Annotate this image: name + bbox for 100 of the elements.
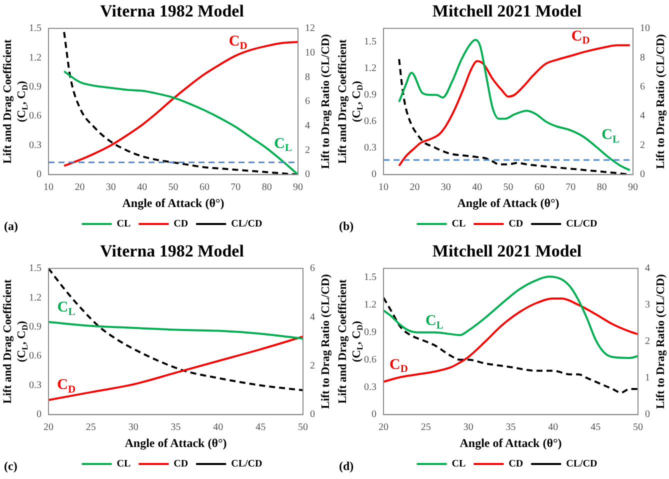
- y2-axis-title: Lift to Drag Ratio (CL/CD): [654, 274, 667, 409]
- x-tick-label: 20: [378, 422, 388, 434]
- y2-axis-title: Lift to Drag Ratio (CL/CD): [654, 34, 667, 169]
- y2-tick-label: 0: [310, 409, 315, 420]
- y2-tick-label: 6: [640, 82, 645, 93]
- x-tick-label: 40: [472, 182, 482, 194]
- y2-tick-label: 2: [310, 360, 315, 372]
- legend-label: CD: [174, 458, 188, 470]
- line-series: [63, 70, 298, 175]
- y2-tick-label: 6: [305, 96, 310, 108]
- x-tick-label: 20: [44, 422, 54, 434]
- y-tick-label: 1.2: [29, 52, 42, 64]
- x-tick-label: 90: [293, 182, 303, 194]
- y2-tick-label: 0: [645, 409, 650, 420]
- x-tick-label: 25: [86, 422, 96, 434]
- y2-tick-label: 0: [640, 169, 645, 180]
- line-series: [48, 268, 303, 392]
- x-tick-label: 40: [137, 182, 148, 194]
- y2-tick-label: 2: [645, 336, 650, 348]
- y-tick-label: 0.3: [29, 380, 42, 391]
- legend-label: CL/CD: [566, 218, 598, 230]
- x-tick-label: 30: [128, 422, 138, 434]
- legend-label: CL: [452, 458, 466, 470]
- y-tick-label: 0.6: [29, 110, 42, 122]
- text: (b): [339, 219, 354, 234]
- x-axis-title: Angle of Attack (θ°): [460, 436, 562, 450]
- y-tick-label: 0.6: [29, 350, 42, 362]
- y-tick-label: 0: [36, 169, 42, 180]
- y2-tick-label: 4: [310, 312, 315, 323]
- x-axis-title: Angle of Attack (θ°): [122, 196, 224, 210]
- y2-tick-label: 4: [305, 120, 310, 132]
- y-tick-label: 0.6: [364, 354, 376, 366]
- x-tick-label: 30: [463, 422, 474, 434]
- x-axis-title: Angle of Attack (θ°): [124, 436, 227, 450]
- y-tick-label: 1.5: [364, 36, 376, 48]
- y-tick-label: 0.9: [364, 326, 376, 338]
- chart-title: Viterna 1982 Model: [100, 242, 244, 261]
- x-tick-label: 50: [633, 422, 643, 434]
- line-series: [48, 321, 303, 340]
- y2-axis-title: Lift to Drag Ratio (CL/CD): [320, 34, 332, 169]
- y-tick-label: 1.2: [364, 300, 376, 311]
- y-tick-label: 0: [36, 409, 42, 420]
- y2-tick-label: 2: [305, 144, 310, 156]
- chart-title: Mitchell 2021 Model: [432, 242, 582, 261]
- x-tick-label: 60: [534, 182, 544, 194]
- y-tick-label: 0.3: [364, 382, 376, 393]
- legend-label: CL/CD: [566, 458, 598, 470]
- legend-label: CL/CD: [231, 458, 262, 470]
- y-tick-label: 0.9: [29, 322, 42, 333]
- y-tick-label: 1.2: [364, 62, 376, 74]
- y2-tick-label: 10: [305, 47, 315, 58]
- chart-title: Mitchell 2021 Model: [432, 2, 582, 21]
- y-tick-label: 0: [372, 169, 376, 180]
- x-tick-label: 35: [170, 422, 181, 434]
- x-tick-label: 30: [440, 182, 451, 194]
- y-tick-label: 0.6: [364, 116, 376, 128]
- y2-tick-label: 8: [305, 72, 310, 83]
- y2-tick-label: 1: [645, 372, 650, 384]
- y-tick-label: 0.9: [364, 89, 376, 100]
- y2-tick-label: 3: [645, 300, 650, 311]
- x-tick-label: 45: [256, 422, 266, 434]
- y2-tick-label: 4: [645, 263, 650, 274]
- y-tick-label: 1.5: [364, 272, 376, 284]
- line-series: [384, 276, 638, 359]
- y-tick-label: 1.5: [29, 263, 42, 274]
- x-tick-label: 30: [106, 182, 116, 194]
- y2-axis-title: Lift to Drag Ratio (CL/CD): [320, 274, 332, 409]
- x-tick-label: 40: [213, 422, 224, 434]
- legend-label: CD: [508, 218, 524, 230]
- x-tick-label: 20: [74, 182, 85, 194]
- y-tick-label: 0.9: [29, 82, 42, 93]
- y-tick-label: 0: [372, 409, 376, 420]
- x-tick-label: 80: [596, 182, 607, 194]
- x-tick-label: 50: [298, 422, 308, 434]
- y-tick-label: 1.2: [29, 292, 42, 304]
- legend-label: CD: [174, 218, 188, 230]
- y2-tick-label: 0: [305, 169, 310, 180]
- x-axis-title: Angle of Attack (θ°): [457, 196, 560, 210]
- x-tick-label: 70: [566, 182, 576, 194]
- y-tick-label: 1.5: [29, 23, 42, 34]
- text: (d): [339, 459, 354, 474]
- x-tick-label: 10: [44, 182, 54, 194]
- y-tick-label: 0.3: [29, 140, 42, 151]
- x-tick-label: 35: [506, 422, 516, 434]
- x-tick-label: 60: [199, 182, 210, 194]
- x-tick-label: 40: [548, 422, 558, 434]
- x-tick-label: 50: [503, 182, 514, 194]
- y2-tick-label: 2: [640, 140, 645, 151]
- y2-tick-label: 10: [640, 23, 650, 34]
- y2-tick-label: 4: [640, 110, 645, 122]
- legend-label: CL/CD: [231, 218, 262, 230]
- x-tick-label: 20: [410, 182, 420, 194]
- x-tick-label: 90: [628, 182, 638, 194]
- legend-label: CL: [452, 218, 466, 230]
- text: (a): [4, 219, 18, 234]
- x-tick-label: 70: [230, 182, 241, 194]
- x-tick-label: 50: [168, 182, 178, 194]
- x-tick-label: 10: [378, 182, 388, 194]
- chart-title: Viterna 1982 Model: [100, 2, 244, 21]
- x-tick-label: 80: [262, 182, 272, 194]
